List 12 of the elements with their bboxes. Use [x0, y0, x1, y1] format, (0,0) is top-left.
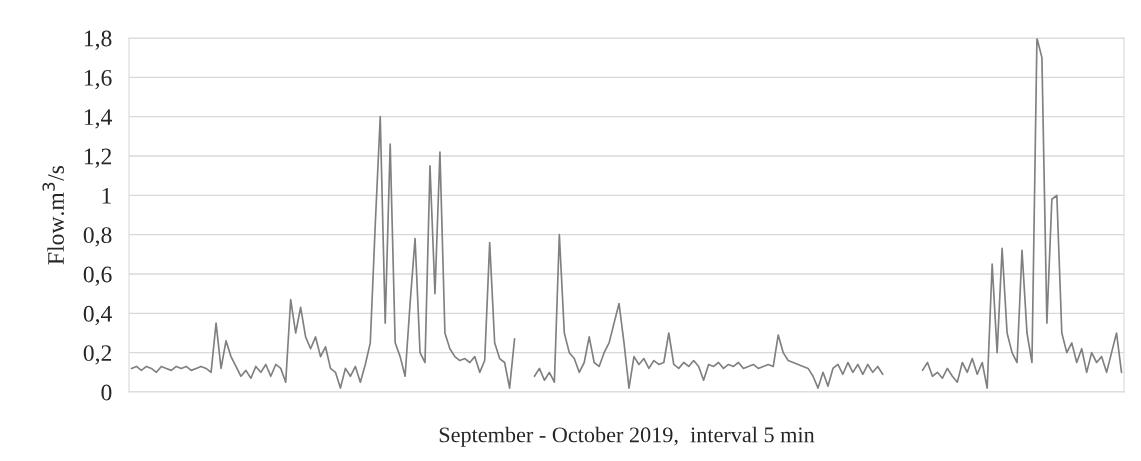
y-tick-label: 0,6 — [83, 266, 112, 286]
y-tick-label: 1,6 — [84, 69, 112, 90]
y-tick-label: 1 — [102, 187, 111, 204]
y-tick-label: 0 — [101, 384, 112, 401]
x-axis-title: September - October 2019, interval 5 min — [439, 426, 815, 447]
y-tick-label: 1,2 — [84, 148, 112, 168]
y-tick-label: 1,8 — [84, 30, 112, 50]
y-tick-label: 0,4 — [83, 305, 112, 326]
y-axis-title: Flow.m$^{3}$/s — [42, 165, 65, 265]
y-tick-label: 0,2 — [83, 345, 112, 365]
y-tick-label: 0,8 — [83, 227, 112, 247]
y-tick-label: 1,4 — [84, 109, 112, 129]
